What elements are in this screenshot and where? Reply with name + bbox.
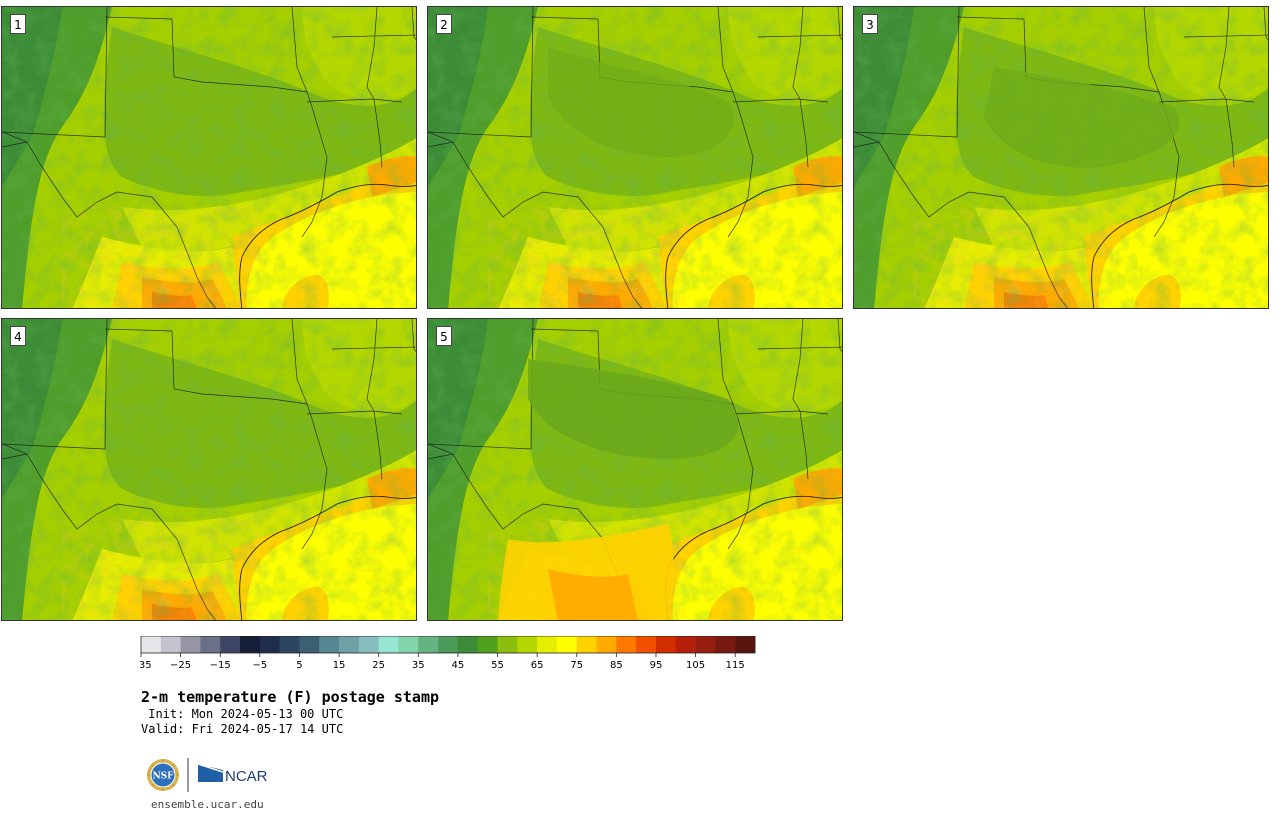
colorbar-swatch <box>457 636 479 653</box>
nsf-logo: NSF <box>147 759 179 791</box>
colorbar-swatch <box>517 636 538 653</box>
logo-area: NSF NCAR <box>145 756 285 794</box>
panel-number: 4 <box>10 326 26 346</box>
colorbar-swatch <box>418 636 439 653</box>
colorbar-tick-label: −15 <box>210 660 231 670</box>
colorbar-tick-label: −5 <box>252 660 267 670</box>
colorbar: −35 −25 −15 −5 5 15 25 35 45 55 65 75 85 95 105 115 <box>140 636 756 670</box>
colorbar-tick-label: 65 <box>531 660 544 670</box>
colorbar-swatch <box>695 636 716 653</box>
valid-time: Valid: Fri 2024-05-17 14 UTC <box>141 722 344 736</box>
map-panel-4: 4 <box>1 318 417 621</box>
colorbar-swatch <box>715 636 736 653</box>
map-panel-3: 3 <box>853 6 1269 309</box>
colorbar-tick-label: 115 <box>726 660 745 670</box>
site-url: ensemble.ucar.edu <box>151 798 264 811</box>
colorbar-swatch <box>358 636 379 653</box>
init-time: Init: Mon 2024-05-13 00 UTC <box>141 707 344 721</box>
colorbar-swatch <box>675 636 696 653</box>
colorbar-swatch <box>141 636 162 653</box>
temperature-map <box>854 7 1269 309</box>
ncar-logo: NCAR <box>197 763 268 785</box>
colorbar-swatch <box>556 636 578 653</box>
colorbar-swatch <box>596 636 617 653</box>
svg-text:NSF: NSF <box>152 772 174 782</box>
svg-text:NCAR: NCAR <box>225 768 268 785</box>
colorbar-frame <box>140 636 756 654</box>
colorbar-swatch <box>259 636 280 653</box>
colorbar-swatch <box>319 636 340 653</box>
colorbar-swatch <box>438 636 459 653</box>
colorbar-tick-label: 75 <box>570 660 583 670</box>
temperature-map <box>2 7 417 309</box>
colorbar-swatch <box>398 636 419 653</box>
colorbar-tick-label: 105 <box>686 660 705 670</box>
colorbar-swatch <box>497 636 518 653</box>
colorbar-swatch <box>735 636 756 653</box>
colorbar-swatch <box>537 636 558 653</box>
colorbar-swatch <box>240 636 261 653</box>
colorbar-tick-label: −35 <box>140 660 152 670</box>
panel-number: 3 <box>862 14 878 34</box>
map-panel-2: 2 <box>427 6 843 309</box>
colorbar-tick-label: 25 <box>372 660 385 670</box>
colorbar-swatch <box>279 636 300 653</box>
colorbar-tick-label: 45 <box>452 660 465 670</box>
chart-title: 2-m temperature (F) postage stamp <box>141 688 440 706</box>
colorbar-swatch <box>636 636 657 653</box>
temperature-map <box>2 319 417 621</box>
colorbar-tick-label: 5 <box>296 660 302 670</box>
colorbar-swatch <box>477 636 498 653</box>
colorbar-swatch <box>576 636 597 653</box>
colorbar-swatch <box>339 636 360 653</box>
panel-number: 2 <box>436 14 452 34</box>
colorbar-swatch <box>616 636 637 653</box>
colorbar-swatch <box>160 636 181 653</box>
nsf-ncar-logo: NSF NCAR <box>147 758 268 792</box>
colorbar-swatch <box>180 636 201 653</box>
map-panel-1: 1 <box>1 6 417 309</box>
colorbar-swatch <box>655 636 677 653</box>
colorbar-tick-label: 35 <box>412 660 425 670</box>
panel-number: 1 <box>10 14 26 34</box>
temperature-map <box>428 319 843 620</box>
temperature-map <box>428 7 843 309</box>
colorbar-tick-label: 85 <box>610 660 623 670</box>
colorbar-swatch <box>378 636 399 653</box>
colorbar-tick-label: 95 <box>650 660 663 670</box>
colorbar-tick-label: −25 <box>170 660 191 670</box>
colorbar-tick-label: 55 <box>491 660 504 670</box>
colorbar-tick-label: 15 <box>333 660 346 670</box>
colorbar-swatch <box>299 636 320 653</box>
panel-number: 5 <box>436 326 452 346</box>
colorbar-swatch <box>200 636 221 653</box>
map-panel-5: 5 <box>427 318 843 621</box>
colorbar-swatch <box>220 636 241 653</box>
